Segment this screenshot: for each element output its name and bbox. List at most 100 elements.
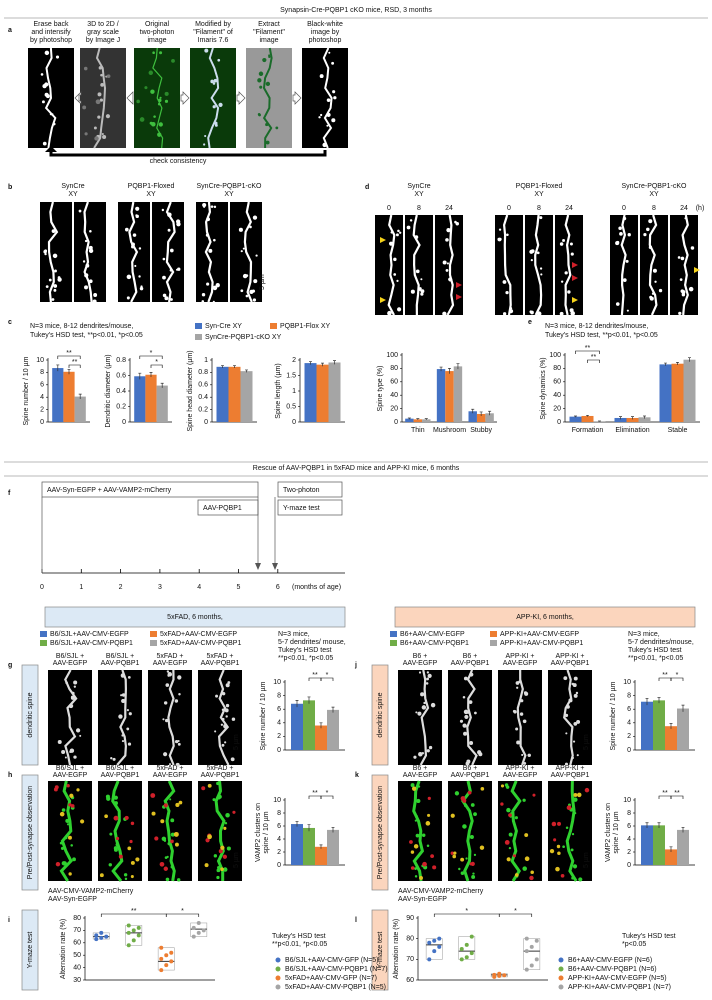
spine — [221, 743, 225, 747]
micrograph — [525, 215, 553, 315]
time-label: 0 — [622, 205, 626, 212]
legend-label: APP-KI+AAV-CMV-EGFP (N=5) — [568, 975, 667, 982]
spine — [60, 846, 65, 850]
dendrite — [262, 47, 273, 149]
spine — [112, 757, 116, 761]
spine — [275, 126, 279, 130]
spine — [218, 102, 223, 107]
legend-label: B6+AAV-CMV-EGFP — [400, 631, 465, 638]
point — [131, 938, 136, 943]
spine — [245, 274, 249, 278]
spine — [426, 749, 430, 753]
spine — [126, 274, 132, 280]
puncta — [479, 845, 485, 850]
spine — [565, 732, 568, 735]
puncta — [163, 803, 168, 808]
spine — [120, 673, 126, 678]
y-tick-label: 40 — [73, 964, 81, 971]
y-tick-label: 0.6 — [116, 372, 126, 379]
spine — [460, 871, 465, 875]
spine — [414, 875, 418, 878]
label: 5xFAD + — [206, 653, 233, 660]
spine — [564, 713, 569, 718]
spine — [536, 311, 542, 316]
spine — [93, 126, 97, 130]
box — [523, 938, 541, 970]
spine — [73, 685, 76, 688]
spine — [53, 288, 57, 292]
spine — [559, 311, 564, 316]
spine — [562, 845, 565, 849]
spine — [65, 818, 70, 823]
spine — [399, 231, 402, 234]
error-bar — [416, 418, 420, 420]
puncta — [135, 857, 140, 862]
point — [464, 942, 469, 947]
spine — [88, 245, 93, 250]
spine — [393, 257, 397, 262]
spine — [502, 312, 507, 316]
spine — [44, 82, 49, 87]
spine — [615, 241, 620, 246]
spine — [498, 228, 502, 231]
puncta — [83, 66, 88, 71]
dendrite — [446, 214, 455, 316]
puncta — [500, 802, 504, 806]
spine — [64, 756, 67, 759]
spine — [174, 739, 179, 744]
spine — [252, 215, 258, 220]
spine — [462, 824, 467, 829]
spine — [465, 761, 470, 766]
dendrite — [564, 214, 572, 316]
spine — [169, 268, 173, 272]
x-tick-label: Stable — [668, 427, 688, 434]
spine — [454, 791, 460, 796]
puncta — [69, 793, 74, 798]
figure-title: Synapsin-Cre-PQBP1 cKO mice, RSD, 3 mont… — [280, 7, 432, 14]
significance-bracket — [150, 364, 163, 368]
spine — [415, 711, 418, 714]
spine — [57, 276, 61, 279]
legend-label: SynCre-PQBP1-cKO XY — [205, 334, 282, 341]
spine — [224, 741, 227, 744]
row-banner — [371, 774, 389, 891]
error-bar — [67, 368, 71, 375]
spine — [204, 134, 207, 138]
spine — [54, 269, 57, 273]
micrograph — [302, 48, 348, 148]
spine — [622, 216, 627, 221]
spine — [84, 273, 89, 278]
tick-label: 5 — [237, 584, 241, 591]
spine — [72, 857, 76, 862]
spine — [331, 118, 336, 123]
label: B6 + — [413, 765, 428, 772]
spine — [152, 51, 155, 55]
significance-label: * — [326, 672, 329, 679]
spine — [505, 290, 509, 295]
marker-arrow — [456, 282, 462, 288]
significance-label: * — [676, 672, 679, 679]
spine — [98, 66, 103, 70]
bar — [581, 415, 594, 422]
label: AAV-PQBP1 — [551, 772, 590, 779]
spine — [568, 698, 573, 703]
spine — [170, 298, 173, 301]
label: PQBP1-Floxed — [128, 183, 175, 190]
spine — [410, 289, 415, 294]
y-tick-label: 8 — [627, 810, 631, 817]
spine — [204, 48, 209, 53]
spine — [508, 832, 513, 837]
dendrite — [412, 214, 421, 316]
bar — [405, 418, 414, 422]
dendrite — [207, 47, 220, 149]
x-tick-label: Thin — [411, 427, 425, 434]
puncta — [450, 851, 454, 855]
bar — [63, 371, 75, 422]
dendrite — [111, 780, 124, 882]
bar — [304, 363, 317, 422]
section-banner — [44, 606, 346, 628]
spine — [55, 55, 60, 59]
y-tick-label: 4 — [40, 394, 44, 401]
puncta — [160, 819, 165, 824]
point — [94, 933, 99, 938]
